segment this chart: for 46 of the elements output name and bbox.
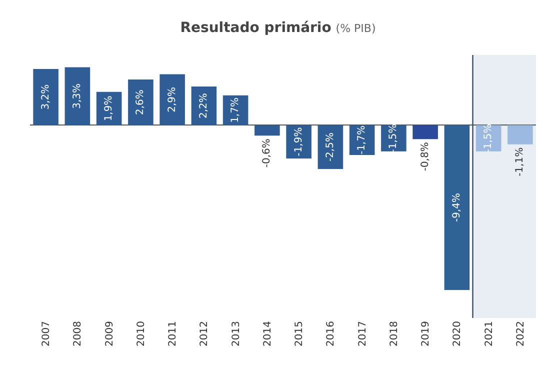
data-label: -0,8% [420,142,431,172]
x-tick-label: 2019 [420,321,432,346]
data-label: 2,9% [166,87,178,112]
chart-title: Resultado primário [180,20,332,36]
data-label: -1,5% [483,124,494,153]
data-label: 3,3% [72,83,83,109]
x-tick-label: 2011 [168,321,179,346]
x-tick-label: 2013 [230,321,242,346]
bar [349,125,375,155]
x-tick-label: 2010 [136,321,147,346]
data-label: -1,5% [388,124,400,153]
x-tick-label: 2021 [484,321,495,346]
data-label: 1,9% [104,96,115,122]
data-label: 1,7% [230,98,242,123]
data-label: 2,2% [198,93,210,119]
bar [254,125,280,136]
data-label: -1,7% [356,126,368,155]
x-tick-label: 2009 [104,321,116,346]
bar [128,80,154,126]
bar [286,125,312,158]
data-label: 3,2% [40,84,52,110]
x-tick-label: 2017 [357,321,368,346]
bar [508,125,533,144]
x-tick-label: 2014 [262,321,274,346]
x-tick-label: 2022 [515,321,526,346]
x-tick-label: 2015 [294,321,306,346]
data-label: -2,5% [324,132,336,162]
bar [160,74,185,126]
x-tick-label: 2020 [452,321,464,346]
data-label: -1,9% [293,127,304,156]
data-label: -0,6% [262,138,273,168]
bar [64,67,90,126]
data-label: 2,6% [135,90,146,116]
x-tick-label: 2007 [41,321,52,346]
data-label: -9,4% [451,193,462,222]
bar [191,86,217,126]
bar [318,125,344,169]
x-tick-label: 2018 [388,321,400,346]
bar [412,125,438,140]
data-label: -1,1% [514,147,526,176]
chart-subtitle: (% PIB) [336,22,376,36]
x-tick-label: 2008 [72,321,84,346]
bar [33,69,58,126]
x-tick-label: 2016 [326,321,337,346]
bar [444,125,470,290]
x-tick-label: 2012 [199,321,210,346]
